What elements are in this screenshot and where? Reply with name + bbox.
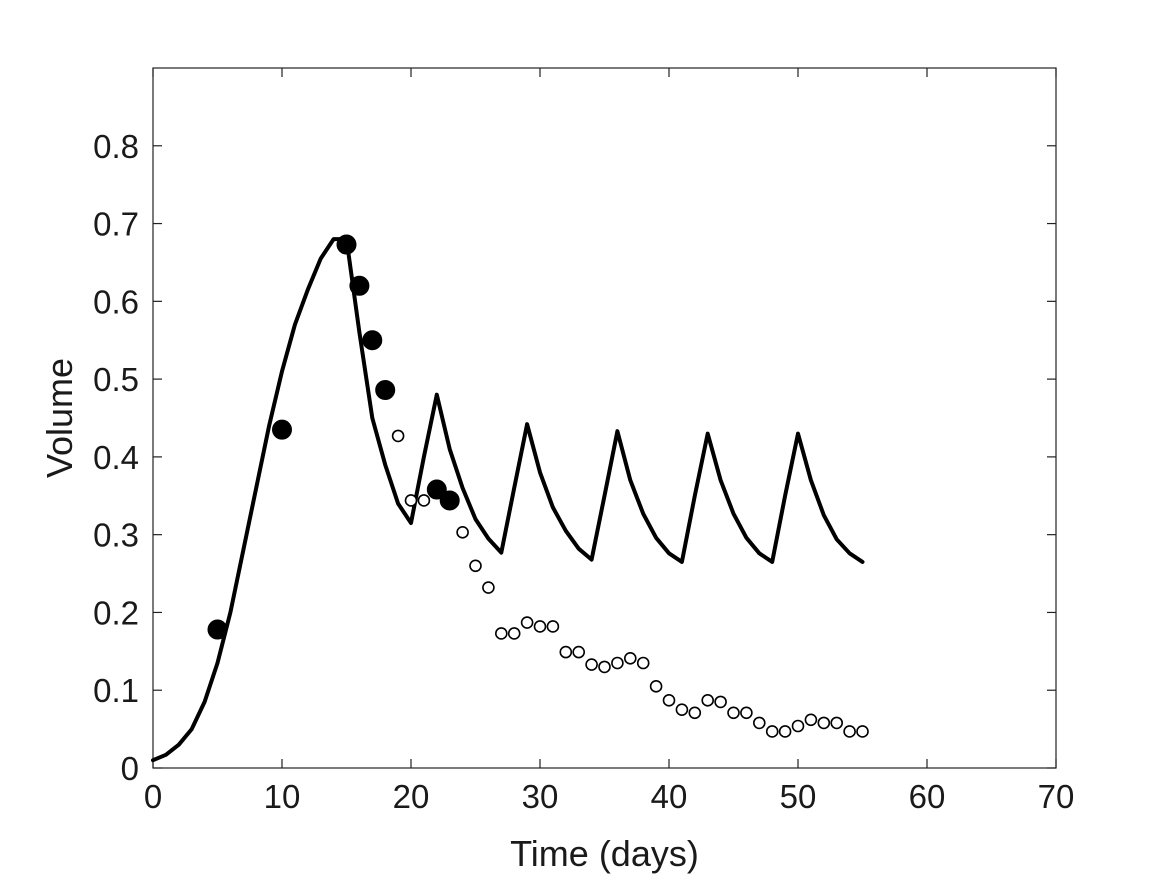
open-data-point [843,725,856,738]
open-data-point [636,656,650,670]
y-tick-label: 0.7 [93,206,139,243]
open-data-point [469,559,482,573]
model-curve [151,237,865,763]
x-tick-label: 40 [651,778,688,815]
x-tick-label: 0 [144,778,162,815]
y-axis-title: Volume [39,358,80,478]
open-data-point [727,706,740,720]
open-data-point [778,725,792,738]
open-data-point [714,695,727,709]
x-tick-label: 30 [522,778,559,815]
filled-data-point [207,619,228,640]
open-data-point [598,660,611,674]
y-tick-label: 0 [121,750,139,787]
filled-data-point [336,234,357,255]
open-data-point [701,694,715,707]
x-tick-label: 70 [1038,778,1075,815]
open-data-point [675,703,689,716]
open-data-point [520,616,534,629]
y-tick-label: 0.5 [93,361,139,398]
filled-data-point [426,479,447,500]
open-data-point [391,429,405,443]
filled-data-point [272,419,292,440]
tick-labels: 0 10 20 30 40 50 60 70 0 0.1 0.2 0.3 0.4 0.5 0.6 0.7 0.8 [93,128,1074,815]
open-data-point [688,706,702,720]
open-data-point [482,581,495,594]
open-data-point [740,706,753,720]
open-data-point [611,656,624,670]
y-tick-label: 0.2 [93,594,139,631]
y-tick-label: 0.3 [93,517,139,554]
filled-data-point [375,380,396,400]
open-data-point [585,658,598,671]
open-data-point [856,725,869,738]
open-data-point [752,716,766,730]
y-tick-label: 0.1 [93,672,139,709]
open-data-point [662,694,676,707]
y-tick-label: 0.8 [93,128,139,165]
filled-data-point [439,490,460,511]
open-data-point [804,713,818,727]
x-tick-label: 10 [264,778,301,815]
open-data-point [494,627,508,640]
y-tick-label: 0.4 [93,439,139,476]
y-tick-label: 0.6 [93,283,139,320]
open-data-point [830,716,844,730]
x-axis-title: Time (days) [510,833,699,874]
filled-data-point [362,330,383,351]
open-data-point [791,719,805,733]
open-data-point [765,725,779,738]
filled-data-point [349,275,370,296]
series-layer [151,234,869,763]
open-data-point [572,645,586,659]
open-data-point [417,494,431,507]
x-tick-label: 20 [393,778,430,815]
open-data-point [456,526,469,539]
open-data-point [546,620,560,633]
open-data-point [649,680,663,693]
open-data-point [507,627,521,640]
open-data-point [817,716,831,730]
open-data-point [559,645,573,659]
open-data-point [533,620,547,633]
open-data-point [623,652,637,665]
x-tick-label: 60 [909,778,946,815]
x-tick-label: 50 [780,778,817,815]
plot-area [152,67,1057,769]
open-data-point [404,494,418,507]
